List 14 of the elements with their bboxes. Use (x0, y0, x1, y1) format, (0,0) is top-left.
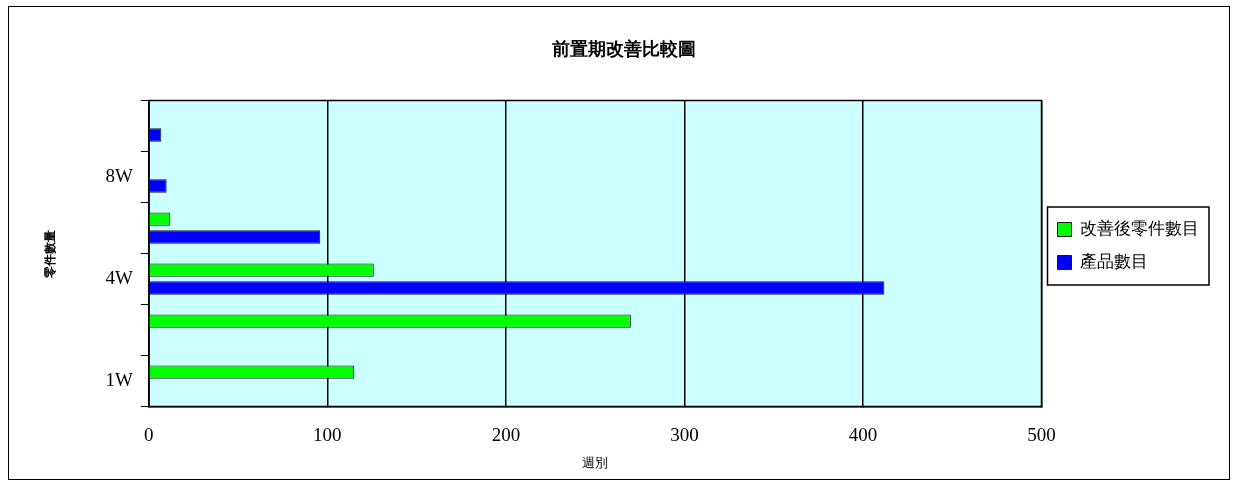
x-axis-title: 週別 (582, 454, 609, 470)
y-tick-label: 1W (105, 369, 133, 391)
x-tick-label: 300 (670, 423, 699, 445)
chart-title: 前置期改善比較圖 (551, 38, 696, 59)
x-tick-label: 100 (313, 423, 342, 445)
x-tick-label: 0 (144, 423, 154, 445)
y-tick-label: 4W (105, 267, 133, 289)
y-tick-label: 8W (105, 165, 133, 187)
legend-label: 產品數目 (1080, 252, 1148, 272)
x-tick-label: 400 (848, 423, 878, 445)
x-tick-label: 500 (1027, 423, 1056, 445)
x-tick-label: 200 (491, 423, 521, 445)
legend-label: 改善後零件數目 (1080, 219, 1199, 239)
y-axis-title: 零件數量 (42, 229, 57, 279)
